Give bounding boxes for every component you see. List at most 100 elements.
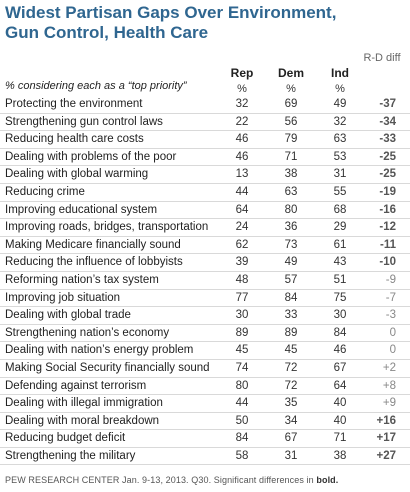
dem-value: 72 [284, 379, 298, 392]
row-label: Dealing with moral breakdown [5, 414, 160, 427]
diff-value: -16 [379, 203, 396, 216]
row-label: Dealing with global warming [5, 168, 149, 181]
table-row: Defending against terrorism 80 72 64 +8 [0, 378, 410, 396]
row-label: Protecting the environment [5, 98, 143, 110]
dem-value: 71 [284, 150, 298, 163]
table-row: Making Social Security financially sound… [0, 360, 410, 378]
column-header-rep: Rep [230, 66, 254, 80]
table-row: Dealing with nation’s energy problem 45 45… [0, 342, 410, 360]
rep-value: 45 [235, 344, 249, 357]
diff-value: -12 [379, 221, 396, 234]
ind-value: 61 [333, 238, 347, 251]
dem-value: 49 [284, 256, 298, 269]
dem-value: 67 [284, 432, 298, 445]
rep-value: 30 [235, 309, 249, 322]
dem-value: 36 [284, 221, 298, 234]
rep-value: 24 [235, 221, 249, 234]
ind-value: 40 [333, 414, 347, 427]
diff-value: -19 [379, 185, 396, 198]
ind-value: 71 [333, 432, 347, 445]
row-label: Dealing with problems of the poor [5, 150, 177, 163]
dem-value: 73 [284, 238, 298, 251]
rep-value: 89 [235, 326, 249, 339]
rep-value: 64 [235, 203, 249, 216]
ind-value: 64 [333, 379, 347, 392]
table-row: Dealing with moral breakdown 50 34 40 +16 [0, 413, 410, 431]
diff-value: +8 [382, 379, 396, 392]
dem-value: 72 [284, 361, 298, 374]
column-header-diff: R-D diff [363, 52, 401, 64]
row-label: Dealing with nation’s energy problem [5, 344, 194, 357]
rep-value: 50 [235, 414, 249, 427]
dem-value: 35 [284, 397, 298, 410]
rep-value: 44 [235, 397, 249, 410]
ind-value: 68 [333, 203, 347, 216]
diff-value: +17 [376, 432, 396, 445]
diff-value: -11 [380, 238, 396, 251]
ind-value: 67 [333, 361, 347, 374]
ind-value: 46 [333, 344, 347, 357]
table-row: Dealing with global trade 30 33 30 -3 [0, 307, 410, 325]
row-label: Dealing with global trade [5, 309, 131, 322]
unit-label-ind: % [335, 83, 345, 95]
dem-value: 31 [284, 449, 298, 462]
ind-value: 30 [333, 309, 347, 322]
ind-value: 38 [333, 449, 347, 462]
dem-value: 56 [284, 115, 298, 128]
rep-value: 22 [235, 115, 249, 128]
dem-value: 57 [284, 273, 298, 286]
table-row: Strengthening gun control laws 22 56 32 -34 [0, 114, 410, 132]
rep-value: 80 [235, 379, 249, 392]
table-row: Reducing crime 44 63 55 -19 [0, 184, 410, 202]
rep-value: 32 [235, 98, 249, 110]
footer-source-text: PEW RESEARCH CENTER Jan. 9-13, 2013. Q30… [5, 475, 317, 485]
ind-value: 84 [333, 326, 347, 339]
row-label: Improving educational system [5, 203, 158, 216]
rep-value: 62 [235, 238, 249, 251]
diff-value: -10 [379, 256, 396, 269]
table-row: Strengthening the military 58 31 38 +27 [0, 448, 410, 466]
row-label: Reducing budget deficit [5, 432, 126, 445]
diff-value: +2 [382, 361, 396, 374]
table-row: Protecting the environment 32 69 49 -37 [0, 96, 410, 114]
diff-value: -37 [379, 98, 396, 110]
diff-value: -3 [385, 309, 396, 322]
ind-value: 49 [333, 98, 347, 110]
diff-value: -9 [385, 273, 396, 286]
dem-value: 38 [284, 168, 298, 181]
dem-value: 80 [284, 203, 298, 216]
row-label: Reforming nation’s tax system [5, 273, 159, 286]
column-header-ind: Ind [331, 66, 349, 80]
rep-value: 77 [235, 291, 249, 304]
chart-subtitle: % considering each as a “top priority” [5, 80, 187, 92]
dem-value: 84 [284, 291, 298, 304]
diff-value: -25 [379, 150, 396, 163]
dem-value: 63 [284, 185, 298, 198]
source-footer: PEW RESEARCH CENTER Jan. 9-13, 2013. Q30… [5, 475, 338, 485]
diff-value: -25 [379, 168, 396, 181]
row-label: Reducing crime [5, 185, 85, 198]
rep-value: 74 [235, 361, 249, 374]
row-label: Improving roads, bridges, transportation [5, 221, 209, 234]
footer-bold-text: bold. [316, 475, 339, 485]
ind-value: 31 [333, 168, 347, 181]
table-row: Reducing budget deficit 84 67 71 +17 [0, 430, 410, 448]
rep-value: 13 [235, 168, 249, 181]
row-label: Defending against terrorism [5, 379, 147, 392]
ind-value: 43 [333, 256, 347, 269]
rep-value: 44 [235, 185, 249, 198]
column-header-dem: Dem [277, 66, 304, 80]
table-row: Improving educational system 64 80 68 -16 [0, 202, 410, 220]
ind-value: 40 [333, 397, 347, 410]
diff-value: +16 [376, 414, 396, 427]
diff-value: 0 [389, 344, 396, 357]
row-label: Strengthening nation’s economy [5, 326, 170, 339]
dem-value: 34 [284, 414, 298, 427]
row-label: Improving job situation [5, 291, 121, 304]
diff-value: -7 [385, 291, 396, 304]
ind-value: 55 [333, 185, 347, 198]
diff-value: +9 [382, 397, 396, 410]
table-row: Improving job situation 77 84 75 -7 [0, 290, 410, 308]
dem-value: 79 [284, 133, 298, 146]
